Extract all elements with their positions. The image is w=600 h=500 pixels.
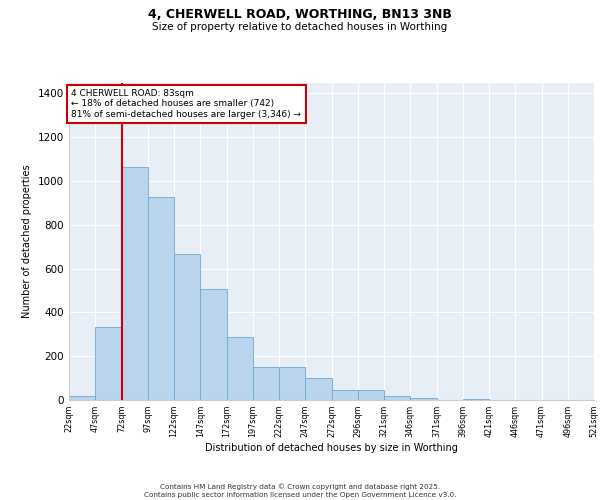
Bar [121,167,148,400]
Bar [253,367,279,400]
Bar [410,398,437,400]
Bar [200,290,227,400]
Bar [331,390,358,400]
Bar [69,396,95,400]
Y-axis label: Number of detached properties: Number of detached properties [22,164,32,318]
Text: Size of property relative to detached houses in Worthing: Size of property relative to detached ho… [152,22,448,32]
Bar [95,326,121,400]
Bar [148,198,174,400]
Text: 4, CHERWELL ROAD, WORTHING, BN13 3NB: 4, CHERWELL ROAD, WORTHING, BN13 3NB [148,8,452,20]
Bar [384,396,410,400]
Bar [279,367,305,400]
Bar [463,399,489,400]
X-axis label: Distribution of detached houses by size in Worthing: Distribution of detached houses by size … [205,443,458,453]
Text: Contains HM Land Registry data © Crown copyright and database right 2025.
Contai: Contains HM Land Registry data © Crown c… [144,484,456,498]
Bar [227,336,253,400]
Bar [358,390,384,400]
Text: 4 CHERWELL ROAD: 83sqm
← 18% of detached houses are smaller (742)
81% of semi-de: 4 CHERWELL ROAD: 83sqm ← 18% of detached… [71,89,301,119]
Bar [174,254,200,400]
Bar [305,378,331,400]
